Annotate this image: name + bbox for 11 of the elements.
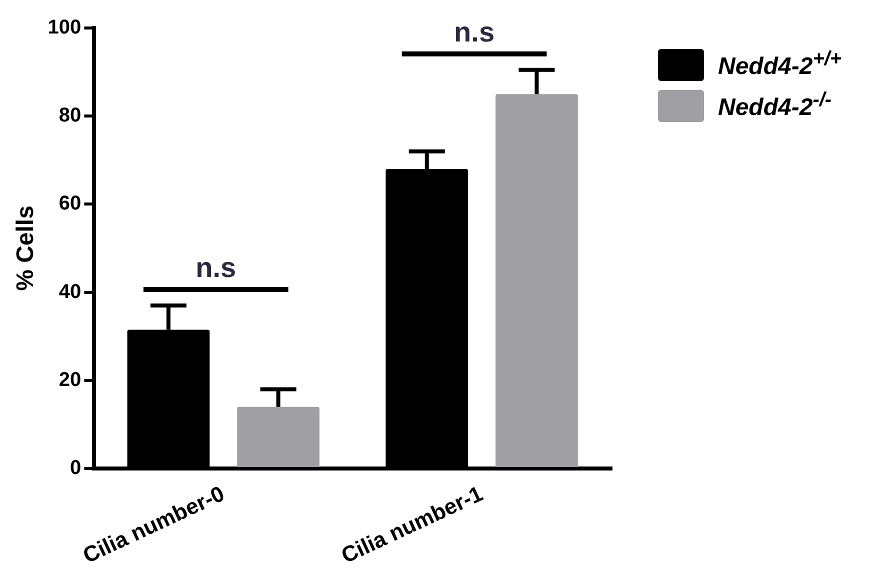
y-tick-label: 20 [58, 368, 82, 391]
y-tick-label: 40 [58, 280, 82, 303]
y-tick-label: 100 [48, 16, 82, 39]
y-tick-label: 60 [58, 192, 82, 215]
y-tick-label: 0 [70, 457, 82, 480]
y-tick-label: 80 [58, 104, 82, 127]
y-axis-title: % Cells [12, 206, 40, 291]
legend-label: Nedd4-2$^{+/+}$ [718, 48, 842, 81]
annotation: n.s [196, 252, 236, 284]
legend-label: Nedd4-2$^{-/-}$ [718, 89, 832, 122]
annotation: n.s [454, 16, 495, 48]
